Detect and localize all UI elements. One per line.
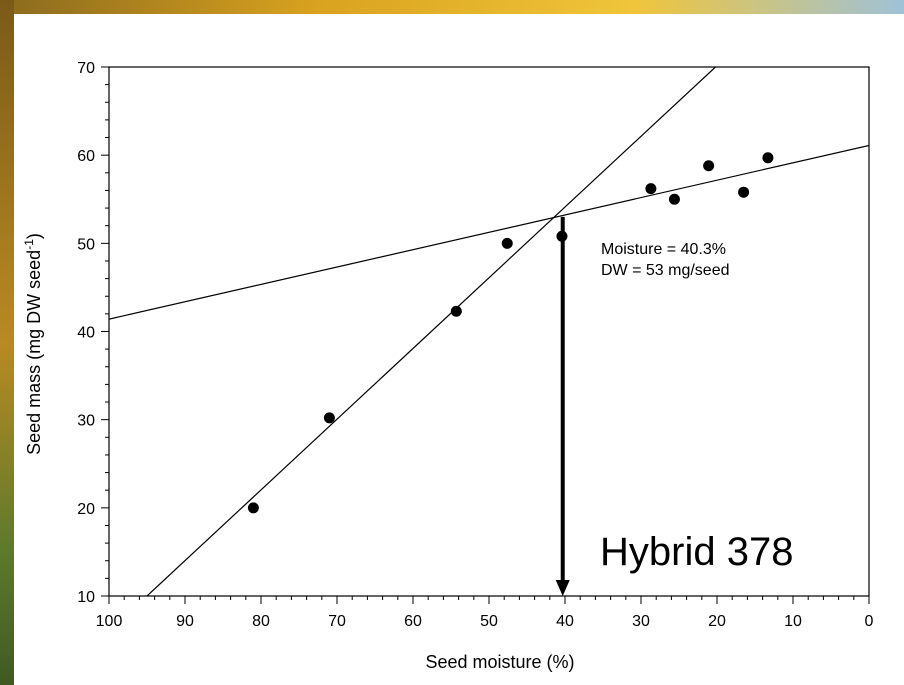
data-point: [450, 305, 462, 317]
y-axis-label-superscript: -1: [22, 239, 36, 250]
x-axis-label: Seed moisture (%): [425, 652, 574, 672]
x-tick-label: 40: [556, 613, 574, 630]
y-tick-label: 60: [77, 148, 95, 165]
x-tick-label: 0: [865, 613, 874, 630]
data-point: [323, 412, 335, 424]
hybrid-label: Hybrid 378: [600, 530, 793, 574]
x-tick-label: 50: [480, 613, 498, 630]
plot-area: [108, 66, 870, 597]
x-tick-label: 70: [328, 613, 346, 630]
plot-frame: [108, 66, 870, 597]
x-tick-label: 100: [96, 613, 123, 630]
y-tick-label: 40: [77, 325, 95, 342]
data-point: [762, 152, 774, 164]
x-tick-label: 60: [404, 613, 422, 630]
x-tick-label: 20: [708, 613, 726, 630]
y-axis-label: Seed mass (mg DW seed-1): [22, 233, 44, 455]
y-axis-label-end: ): [24, 233, 44, 239]
x-tick-label: 90: [176, 613, 194, 630]
y-tick-label: 70: [77, 60, 95, 77]
y-axis-label-main: Seed mass (mg DW seed: [24, 250, 44, 455]
data-point: [247, 502, 259, 514]
data-point: [738, 186, 750, 198]
x-tick-label: 30: [632, 613, 650, 630]
data-point: [703, 160, 715, 172]
data-points: [247, 152, 774, 514]
arrow-head: [555, 580, 570, 596]
y-tick-label: 10: [77, 589, 95, 606]
fit-lines: [109, 67, 869, 596]
data-point: [645, 183, 657, 195]
intersection-arrow: [555, 216, 570, 596]
data-point: [501, 237, 513, 249]
fit-line-2: [109, 144, 869, 320]
x-tick-label: 80: [252, 613, 270, 630]
x-tick-label: 10: [784, 613, 802, 630]
chart-panel: 100 90 80 70 60 50 40 30 20 10 0 10 20 30 40 50 60 70 See…: [14, 14, 904, 685]
y-tick-label: 30: [77, 413, 95, 430]
fit-line-1: [146, 67, 716, 596]
y-tick-label: 50: [77, 236, 95, 253]
annotation-dw: DW = 53 mg/seed: [601, 262, 730, 279]
y-tick-label: 20: [77, 501, 95, 518]
annotation-moisture: Moisture = 40.3%: [601, 241, 726, 258]
data-point: [668, 193, 680, 205]
